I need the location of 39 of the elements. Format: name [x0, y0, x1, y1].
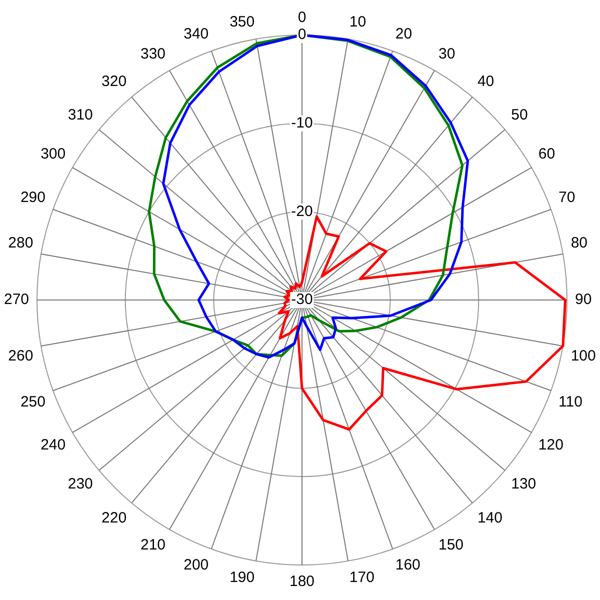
spoke-label: 20 — [395, 26, 412, 43]
spoke-label: 240 — [40, 436, 66, 454]
spoke-label: 70 — [558, 188, 576, 206]
spoke-label: 200 — [184, 556, 209, 574]
spoke-label: 210 — [140, 536, 166, 554]
spoke-label: 170 — [349, 568, 374, 586]
spoke-label: 30 — [438, 46, 456, 63]
spoke-label: 60 — [538, 146, 556, 163]
spoke-label: 150 — [438, 536, 464, 554]
spoke-label: 320 — [102, 73, 127, 90]
spoke-label: 10 — [349, 13, 366, 30]
y-tick-label: -20 — [291, 202, 313, 220]
spoke-label: 110 — [558, 394, 582, 411]
y-tick-label: -10 — [291, 114, 313, 132]
spoke-label: 340 — [184, 26, 209, 43]
spoke-label: 270 — [4, 291, 30, 308]
spoke-label: 250 — [20, 394, 46, 411]
spoke-label: 120 — [538, 436, 564, 454]
spoke-label: 260 — [8, 348, 34, 365]
y-tick-label: -30 — [291, 291, 313, 308]
spoke-label: 280 — [8, 234, 34, 252]
spoke-label: 310 — [68, 106, 93, 124]
spoke-label: 40 — [477, 73, 494, 90]
spoke-label: 290 — [20, 188, 46, 206]
spoke-label: 330 — [140, 46, 166, 63]
spoke-label: 90 — [574, 291, 592, 308]
spoke-label: 220 — [102, 509, 127, 526]
spoke-label: 300 — [40, 146, 66, 163]
spoke-label: 190 — [230, 568, 255, 586]
spoke-label: 180 — [289, 573, 315, 590]
spoke-label: 80 — [570, 234, 588, 252]
spoke-label: 230 — [68, 476, 93, 493]
spoke-label: 50 — [511, 106, 528, 124]
y-tick-label: 0 — [298, 9, 306, 26]
spoke-label: 140 — [477, 509, 502, 526]
spoke-label: 350 — [230, 13, 255, 30]
spoke-label: 160 — [395, 556, 420, 574]
spoke-label: 100 — [570, 348, 596, 365]
spoke-label: 130 — [511, 476, 536, 493]
